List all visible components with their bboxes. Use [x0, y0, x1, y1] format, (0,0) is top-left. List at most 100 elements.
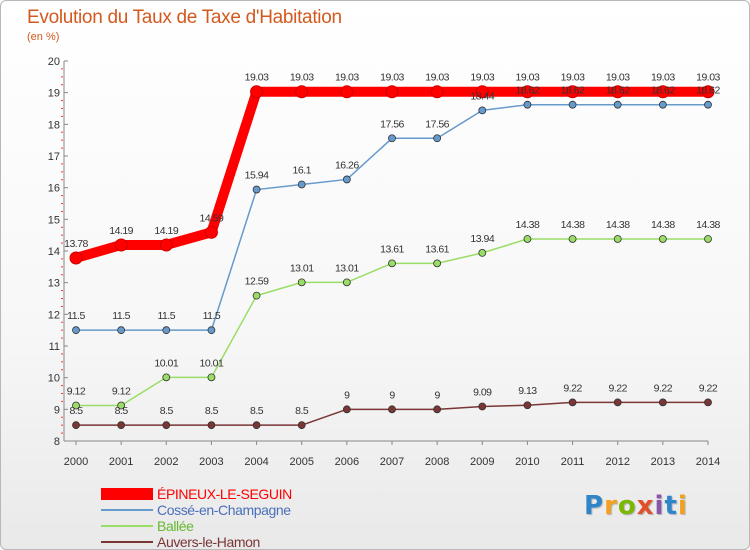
data-point — [568, 235, 577, 243]
data-label: 13.01 — [290, 262, 314, 274]
x-tick-label: 2002 — [154, 456, 178, 468]
data-point — [704, 100, 712, 109]
data-point — [568, 398, 577, 407]
data-point — [252, 185, 261, 194]
data-label: 9.09 — [473, 386, 492, 398]
data-point — [566, 85, 580, 99]
data-label: 13.61 — [380, 243, 404, 255]
legend-item-cosse[interactable]: Cossé-en-Champagne — [101, 502, 292, 518]
data-label: 18.62 — [516, 85, 540, 97]
data-label: 14.38 — [516, 219, 540, 231]
data-point — [658, 398, 667, 407]
data-point — [388, 134, 396, 143]
data-point — [478, 106, 487, 115]
data-label: 19.03 — [561, 72, 585, 84]
data-point — [478, 248, 487, 257]
series-lines — [69, 85, 715, 430]
legend-item-ballee[interactable]: Ballée — [101, 518, 292, 534]
y-tick-label: 18 — [48, 119, 60, 131]
data-point — [297, 421, 306, 430]
data-point — [117, 401, 126, 410]
data-label: 18.44 — [470, 90, 494, 102]
legend-label-ballee: Ballée — [157, 518, 194, 534]
y-tick-label: 14 — [48, 246, 60, 258]
data-label: 9.12 — [67, 386, 86, 398]
y-tick-label: 16 — [48, 183, 60, 195]
data-label: 14.38 — [606, 219, 630, 231]
data-label: 14.38 — [651, 219, 675, 231]
data-point — [342, 175, 351, 184]
legend-item-auvers[interactable]: Auvers-le-Hamon — [101, 534, 292, 549]
data-point — [523, 235, 532, 243]
data-label: 9.13 — [518, 385, 537, 397]
data-label: 18.62 — [696, 85, 720, 97]
data-label: 9.22 — [608, 382, 627, 394]
data-point — [430, 85, 444, 99]
x-tick-label: 2014 — [696, 456, 720, 468]
data-label: 12.59 — [245, 276, 269, 288]
data-label: 14.19 — [109, 225, 133, 237]
x-tick-label: 2001 — [109, 456, 133, 468]
data-point — [297, 180, 306, 189]
legend-swatch-cosse — [101, 509, 153, 511]
data-label: 8.5 — [250, 405, 264, 417]
data-label: 15.94 — [245, 170, 269, 182]
data-label: 16.1 — [292, 165, 311, 177]
data-point — [568, 100, 577, 109]
chart-subtitle: (en %) — [27, 31, 60, 43]
data-label: 8.5 — [115, 405, 129, 417]
x-tick-label: 2013 — [651, 456, 675, 468]
data-label: 19.03 — [516, 72, 540, 84]
data-point — [295, 85, 309, 99]
data-label: 17.56 — [380, 118, 404, 130]
data-point — [207, 373, 216, 382]
data-point — [658, 235, 667, 243]
data-point — [252, 421, 261, 430]
data-point — [252, 291, 261, 300]
data-point — [162, 326, 171, 335]
x-tick-label: 2012 — [605, 456, 629, 468]
data-label: 13.78 — [64, 238, 88, 250]
y-tick-label: 19 — [48, 88, 60, 100]
data-label: 8.5 — [69, 405, 83, 417]
data-point — [72, 326, 80, 335]
data-label: 8.5 — [295, 405, 309, 417]
data-label: 19.03 — [696, 72, 720, 84]
data-label: 19.03 — [651, 72, 675, 84]
chart-title: Evolution du Taux de Taxe d'Habitation — [27, 7, 342, 28]
y-tick-label: 8 — [54, 436, 60, 448]
x-tick-label: 2006 — [335, 456, 359, 468]
data-point — [613, 100, 622, 109]
data-label: 9 — [434, 389, 440, 401]
data-label: 9.12 — [112, 386, 131, 398]
data-label: 17.56 — [425, 118, 449, 130]
data-label: 19.03 — [290, 72, 314, 84]
legend-item-epineux[interactable]: ÉPINEUX-LE-SEGUIN — [101, 486, 292, 502]
data-point — [297, 278, 306, 287]
data-point — [72, 421, 80, 430]
data-label: 11.5 — [112, 310, 130, 322]
data-point — [162, 421, 171, 430]
data-label: 19.03 — [470, 72, 494, 84]
legend-swatch-auvers — [101, 541, 153, 543]
data-label: 14.59 — [200, 212, 224, 224]
data-label: 9 — [344, 389, 350, 401]
data-label: 11.5 — [203, 310, 221, 322]
data-point — [613, 235, 622, 243]
data-label: 9.22 — [563, 382, 582, 394]
data-point — [204, 225, 218, 239]
legend-label-cosse: Cossé-en-Champagne — [157, 502, 291, 518]
data-label: 18.62 — [651, 85, 675, 97]
data-point — [72, 401, 80, 410]
data-label: 16.26 — [335, 159, 359, 171]
y-tick-label: 10 — [48, 373, 60, 385]
data-label: 8.5 — [160, 405, 174, 417]
y-tick-label: 17 — [48, 151, 60, 163]
legend-swatch-epineux — [101, 488, 153, 500]
data-label: 13.61 — [425, 243, 449, 255]
data-label: 19.03 — [380, 72, 404, 84]
x-tick-label: 2007 — [380, 456, 404, 468]
data-label: 13.94 — [470, 233, 494, 245]
logo-letter: P — [584, 491, 605, 521]
